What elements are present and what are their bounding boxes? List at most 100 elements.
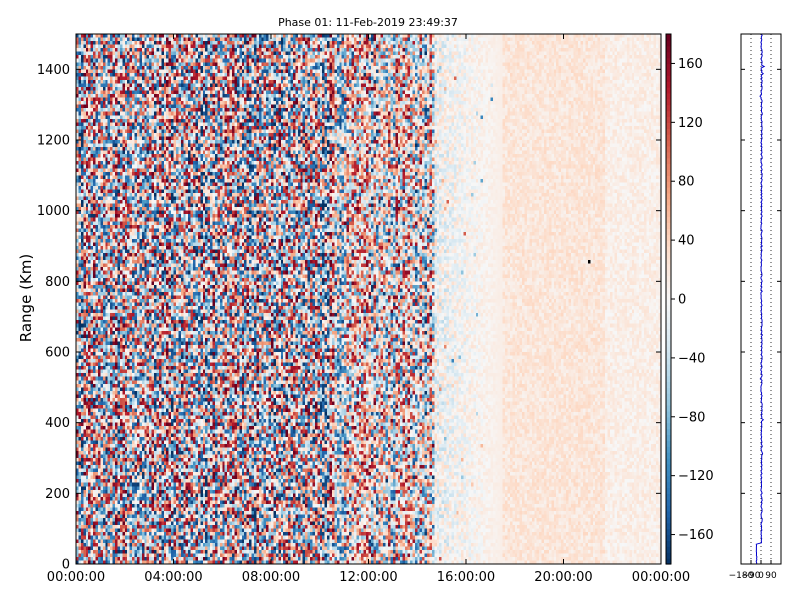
profile-x-tick-label: −180 — [729, 571, 754, 581]
y-tick-label: 1200 — [37, 134, 70, 149]
y-tick-label: 1400 — [37, 63, 70, 78]
profile-x-tick-label: −90 — [742, 571, 761, 581]
colorbar-segment — [666, 546, 671, 553]
colorbar-segment — [666, 193, 671, 200]
colorbar-segment — [666, 387, 671, 394]
colorbar-segment — [666, 240, 671, 247]
profile-x-tick-label: 0 — [758, 571, 764, 581]
colorbar-segment — [666, 293, 671, 300]
colorbar-segment — [666, 463, 671, 471]
colorbar-segment — [666, 263, 671, 271]
colorbar-segment — [666, 340, 671, 347]
colorbar-segment — [666, 51, 671, 59]
colorbar-segment — [666, 346, 671, 353]
colorbar-tick-label: 120 — [678, 116, 703, 131]
colorbar-tick-label: 160 — [678, 57, 703, 72]
colorbar-segment — [666, 92, 671, 100]
colorbar-segment — [666, 187, 671, 194]
colorbar-segment — [666, 410, 671, 418]
colorbar-segment — [666, 375, 671, 383]
colorbar-segment — [666, 481, 671, 489]
colorbar-segment — [666, 352, 671, 359]
colorbar-segment — [666, 540, 671, 547]
colorbar-segment — [666, 134, 671, 141]
colorbar-segment — [666, 428, 671, 436]
colorbar-segment — [666, 145, 671, 153]
colorbar-segment — [666, 405, 671, 412]
colorbar-tick-label: −80 — [678, 410, 705, 425]
colorbar-segment — [666, 257, 671, 265]
colorbar-tick-label: −40 — [678, 351, 705, 366]
y-tick-label: 800 — [45, 275, 70, 290]
colorbar-segment — [666, 104, 671, 112]
colorbar-segment — [666, 45, 671, 53]
colorbar-segment — [666, 322, 671, 330]
y-axis-label: Range (Km) — [17, 254, 35, 342]
colorbar-tick-label: 40 — [678, 234, 695, 249]
colorbar: 160 120 80 40 0 −40 −80 −120 −160 — [665, 33, 714, 565]
colorbar-segment — [666, 234, 671, 241]
heatmap-image — [76, 34, 661, 564]
colorbar-segment — [666, 69, 671, 76]
colorbar-segment — [666, 381, 671, 388]
colorbar-tick-label: 0 — [678, 293, 686, 308]
colorbar-segment — [666, 140, 671, 147]
colorbar-segment — [666, 246, 671, 253]
colorbar-segment — [666, 87, 671, 94]
colorbar-segment — [666, 98, 671, 106]
y-tick-label: 600 — [45, 346, 70, 361]
x-tick-label: 00:00:00 — [632, 570, 690, 585]
colorbar-segment — [666, 163, 671, 171]
colorbar-segment — [666, 63, 671, 70]
colorbar-segment — [666, 204, 671, 212]
colorbar-segment — [666, 151, 671, 159]
heatmap-x-axis: 00:00:00 04:00:00 08:00:00 12:00:00 16:00:00… — [47, 34, 690, 585]
colorbar-segment — [666, 181, 671, 188]
colorbar-segment — [666, 299, 671, 306]
colorbar-segment — [666, 357, 671, 365]
colorbar-segment — [666, 475, 671, 483]
colorbar-segment — [666, 534, 671, 542]
x-tick-label: 12:00:00 — [339, 570, 397, 585]
colorbar-segment — [666, 275, 671, 282]
colorbar-segment — [666, 128, 671, 135]
colorbar-segment — [666, 363, 671, 371]
colorbar-segment — [666, 499, 671, 506]
colorbar-segment — [666, 34, 671, 41]
colorbar-segment — [666, 122, 671, 129]
profile-x-tick-label: 90 — [765, 571, 777, 581]
colorbar-segment — [666, 110, 671, 118]
colorbar-segment — [666, 198, 671, 206]
colorbar-segment — [666, 169, 671, 176]
colorbar-segment — [666, 39, 671, 47]
phase-profile-plot: −180−900 90 — [729, 33, 782, 581]
colorbar-segment — [666, 416, 671, 424]
colorbar-segment — [666, 511, 671, 518]
colorbar-segment — [666, 216, 671, 224]
heatmap-y-axis: 0 200 400 600 800 1000 1200 1400 — [37, 63, 661, 573]
colorbar-segment — [666, 116, 671, 123]
colorbar-segment — [666, 440, 671, 447]
colorbar-segment — [666, 81, 671, 88]
colorbar-segment — [666, 522, 671, 530]
heatmap-plot — [76, 34, 661, 564]
colorbar-tick-label: −160 — [678, 528, 714, 543]
colorbar-segment — [666, 452, 671, 459]
colorbar-segment — [666, 222, 671, 229]
colorbar-segment — [666, 328, 671, 335]
x-tick-label: 08:00:00 — [242, 570, 300, 585]
colorbar-segment — [666, 269, 671, 277]
colorbar-segment — [666, 528, 671, 536]
colorbar-segment — [666, 552, 671, 559]
colorbar-segment — [666, 487, 671, 494]
colorbar-segment — [666, 369, 671, 377]
colorbar-segment — [666, 57, 671, 65]
x-tick-label: 04:00:00 — [144, 570, 202, 585]
colorbar-segment — [666, 175, 671, 182]
colorbar-segment — [666, 210, 671, 218]
colorbar-segment — [666, 287, 671, 294]
colorbar-segment — [666, 469, 671, 477]
colorbar-segment — [666, 228, 671, 235]
y-tick-label: 1000 — [37, 204, 70, 219]
